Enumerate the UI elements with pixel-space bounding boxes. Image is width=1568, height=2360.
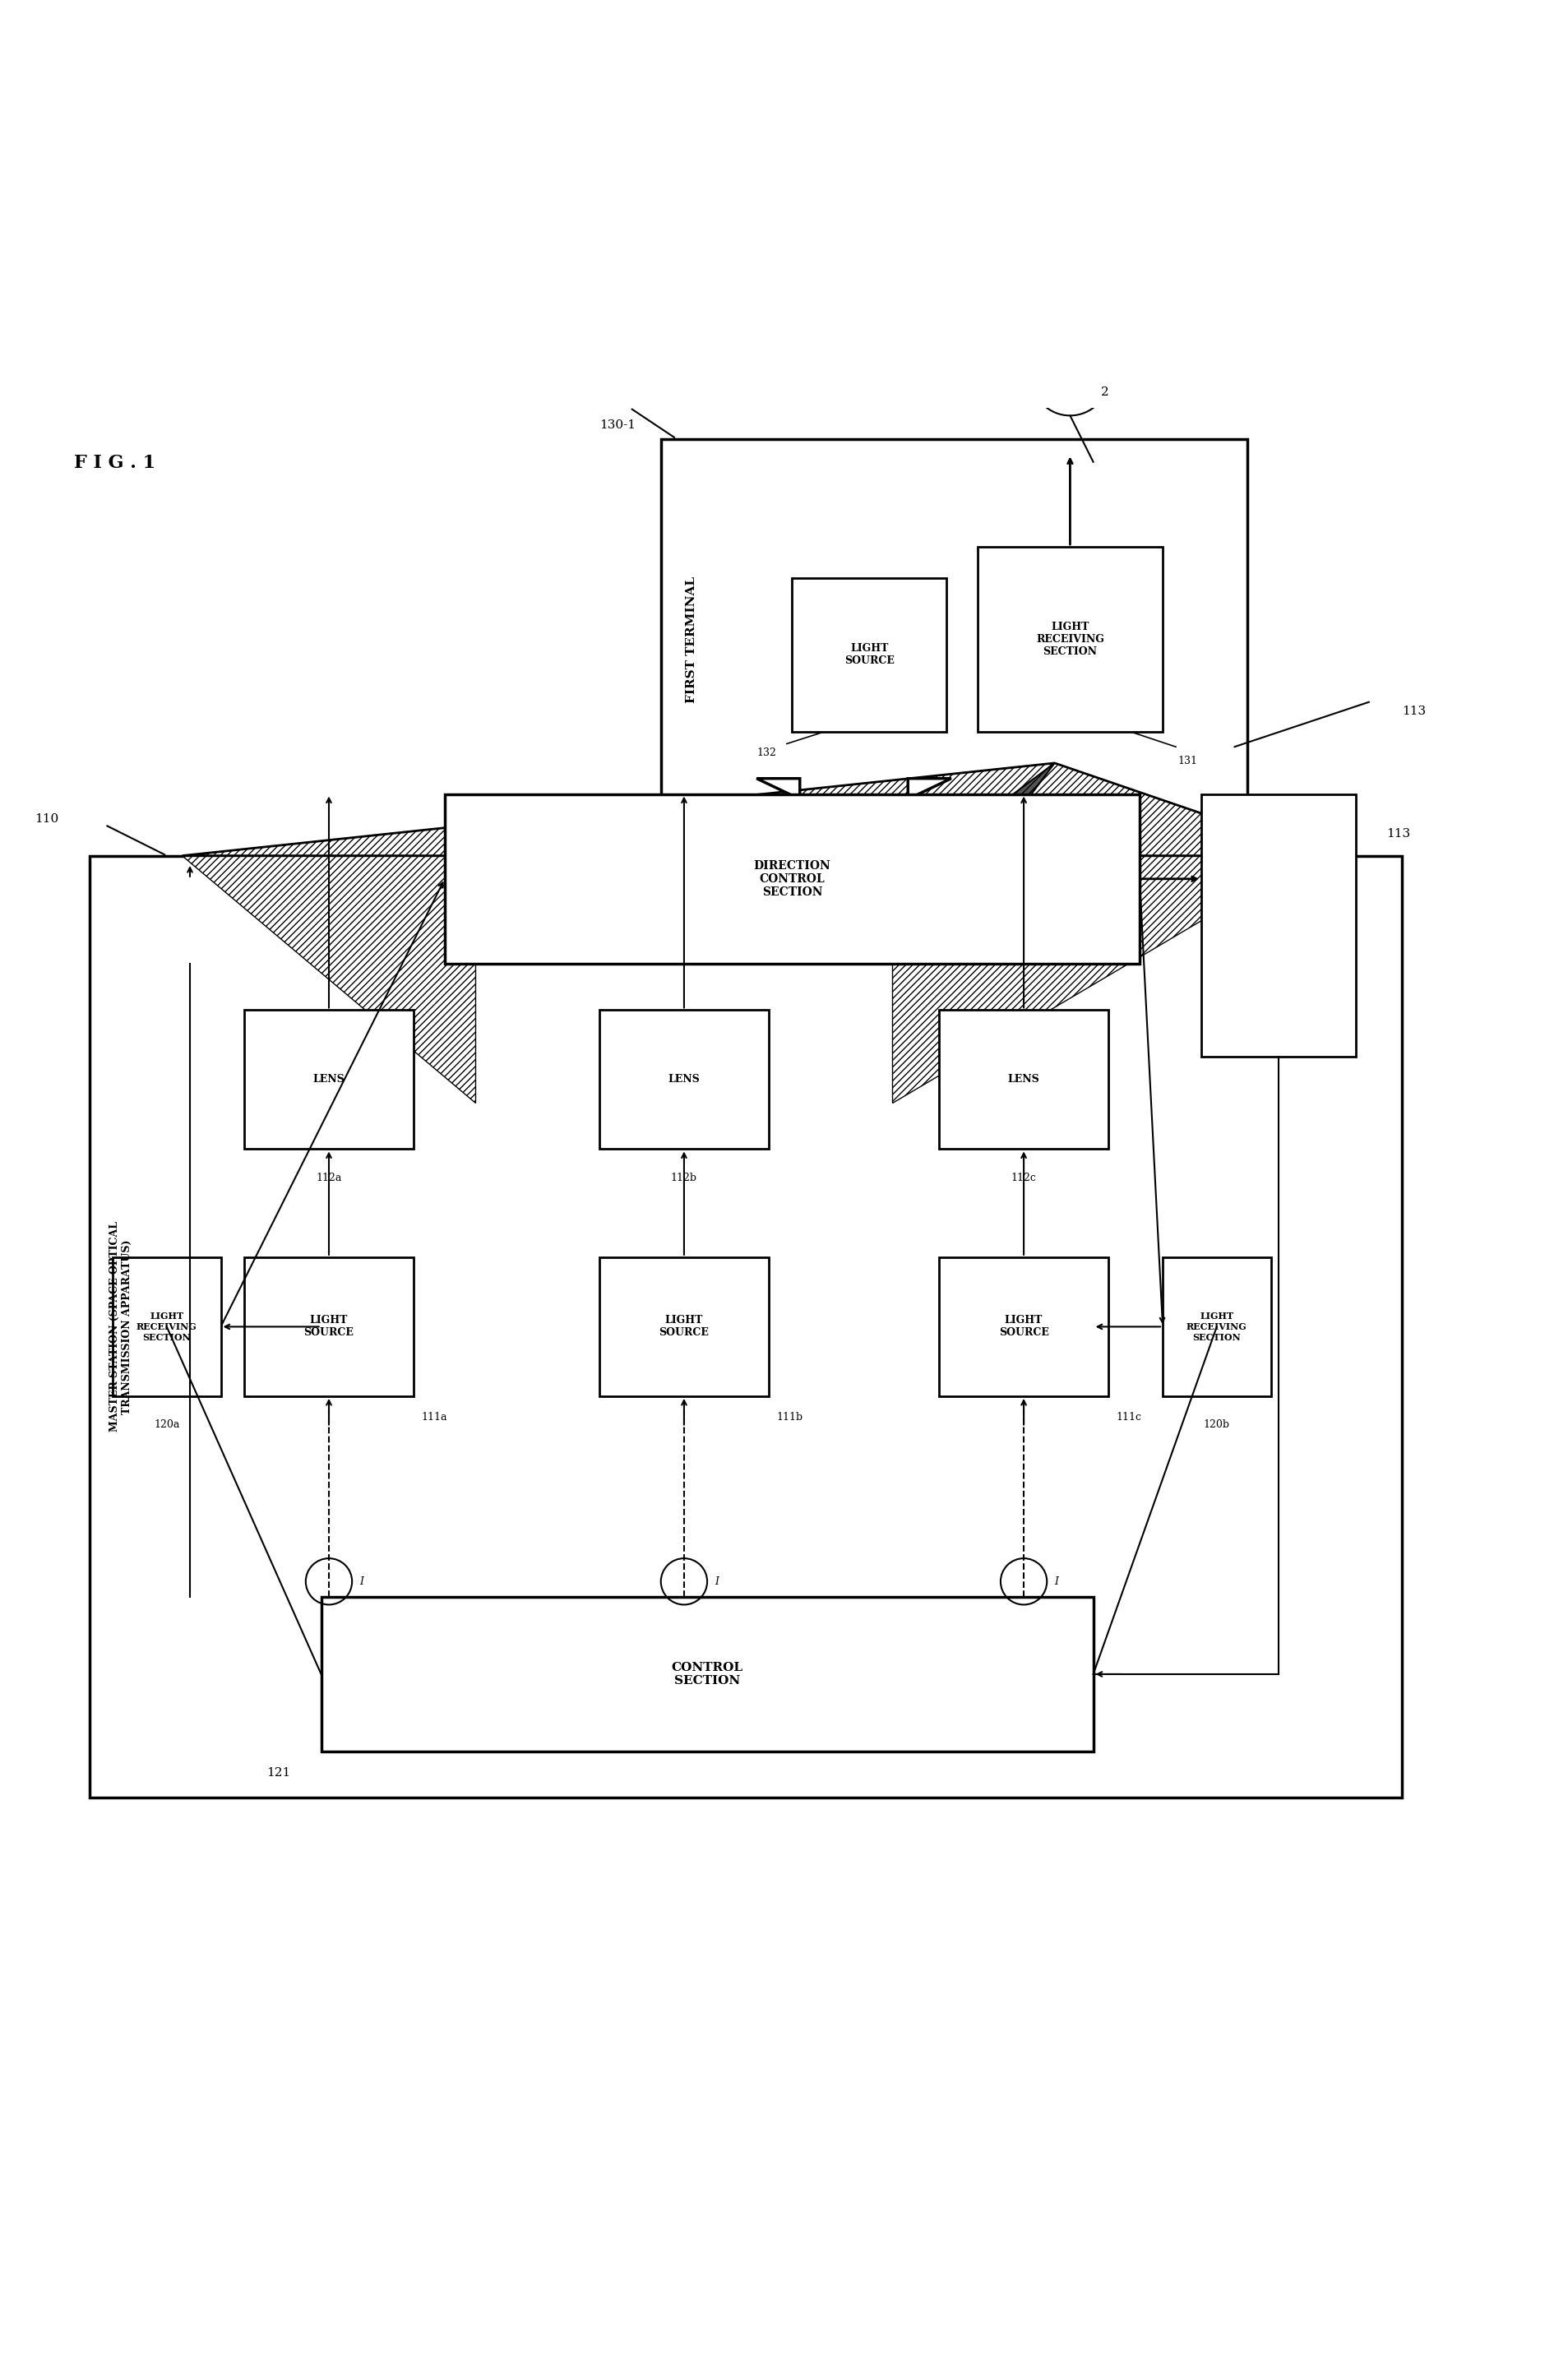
Text: LIGHT
RECEIVING
SECTION: LIGHT RECEIVING SECTION bbox=[1185, 1312, 1247, 1343]
Text: 111c: 111c bbox=[1116, 1411, 1142, 1423]
Text: LIGHT
RECEIVING
SECTION: LIGHT RECEIVING SECTION bbox=[1035, 621, 1104, 656]
Text: FIRST TERMINAL: FIRST TERMINAL bbox=[685, 576, 698, 703]
Text: LIGHT
SOURCE: LIGHT SOURCE bbox=[659, 1315, 709, 1338]
FancyBboxPatch shape bbox=[1162, 1258, 1270, 1397]
Text: MASTER STATION (SPACE OPTICAL
TRANSMISSION APPARATUS): MASTER STATION (SPACE OPTICAL TRANSMISSI… bbox=[108, 1222, 132, 1433]
Text: 120a: 120a bbox=[154, 1418, 180, 1430]
FancyBboxPatch shape bbox=[321, 1598, 1093, 1751]
Text: 120b: 120b bbox=[1203, 1418, 1229, 1430]
Text: LIGHT
SOURCE: LIGHT SOURCE bbox=[999, 1315, 1049, 1338]
Text: 112b: 112b bbox=[671, 1173, 696, 1182]
Text: 113: 113 bbox=[1386, 828, 1410, 840]
Bar bbox=[89, 857, 1402, 1798]
FancyBboxPatch shape bbox=[938, 1258, 1109, 1397]
Text: 112c: 112c bbox=[1010, 1173, 1036, 1182]
FancyBboxPatch shape bbox=[792, 578, 946, 732]
Bar bbox=[660, 439, 1247, 840]
Text: LIGHT
SOURCE: LIGHT SOURCE bbox=[844, 644, 894, 666]
Text: CONTROL
SECTION: CONTROL SECTION bbox=[671, 1661, 743, 1687]
Polygon shape bbox=[182, 762, 1323, 857]
Text: 131: 131 bbox=[1178, 755, 1198, 767]
Text: 111b: 111b bbox=[776, 1411, 803, 1423]
Text: 121: 121 bbox=[267, 1768, 290, 1779]
Text: 113: 113 bbox=[1402, 706, 1425, 717]
FancyBboxPatch shape bbox=[245, 1010, 414, 1149]
Polygon shape bbox=[182, 857, 475, 1102]
FancyBboxPatch shape bbox=[977, 548, 1162, 732]
Text: LIGHT
SOURCE: LIGHT SOURCE bbox=[304, 1315, 354, 1338]
Polygon shape bbox=[756, 779, 950, 840]
Text: LENS: LENS bbox=[668, 1074, 699, 1086]
Text: 130-1: 130-1 bbox=[599, 420, 635, 432]
Text: LENS: LENS bbox=[312, 1074, 345, 1086]
Polygon shape bbox=[892, 857, 1309, 1102]
FancyBboxPatch shape bbox=[599, 1010, 768, 1149]
Text: I: I bbox=[359, 1576, 364, 1586]
Text: DIRECTION
CONTROL
SECTION: DIRECTION CONTROL SECTION bbox=[753, 859, 829, 897]
Polygon shape bbox=[931, 762, 1054, 857]
FancyBboxPatch shape bbox=[599, 1258, 768, 1397]
Text: F I G . 1: F I G . 1 bbox=[74, 453, 155, 472]
Text: I: I bbox=[715, 1576, 718, 1586]
FancyBboxPatch shape bbox=[245, 1258, 414, 1397]
Text: I: I bbox=[1054, 1576, 1058, 1586]
FancyBboxPatch shape bbox=[938, 1010, 1109, 1149]
Text: 111a: 111a bbox=[422, 1411, 447, 1423]
FancyBboxPatch shape bbox=[113, 1258, 221, 1397]
FancyBboxPatch shape bbox=[444, 793, 1138, 963]
Text: 2: 2 bbox=[1101, 387, 1109, 399]
Text: 112a: 112a bbox=[315, 1173, 342, 1182]
Text: LENS: LENS bbox=[1007, 1074, 1040, 1086]
Text: 132: 132 bbox=[757, 748, 776, 758]
Text: LIGHT
RECEIVING
SECTION: LIGHT RECEIVING SECTION bbox=[136, 1312, 198, 1343]
Text: 110: 110 bbox=[34, 814, 58, 824]
FancyBboxPatch shape bbox=[1201, 793, 1355, 1057]
